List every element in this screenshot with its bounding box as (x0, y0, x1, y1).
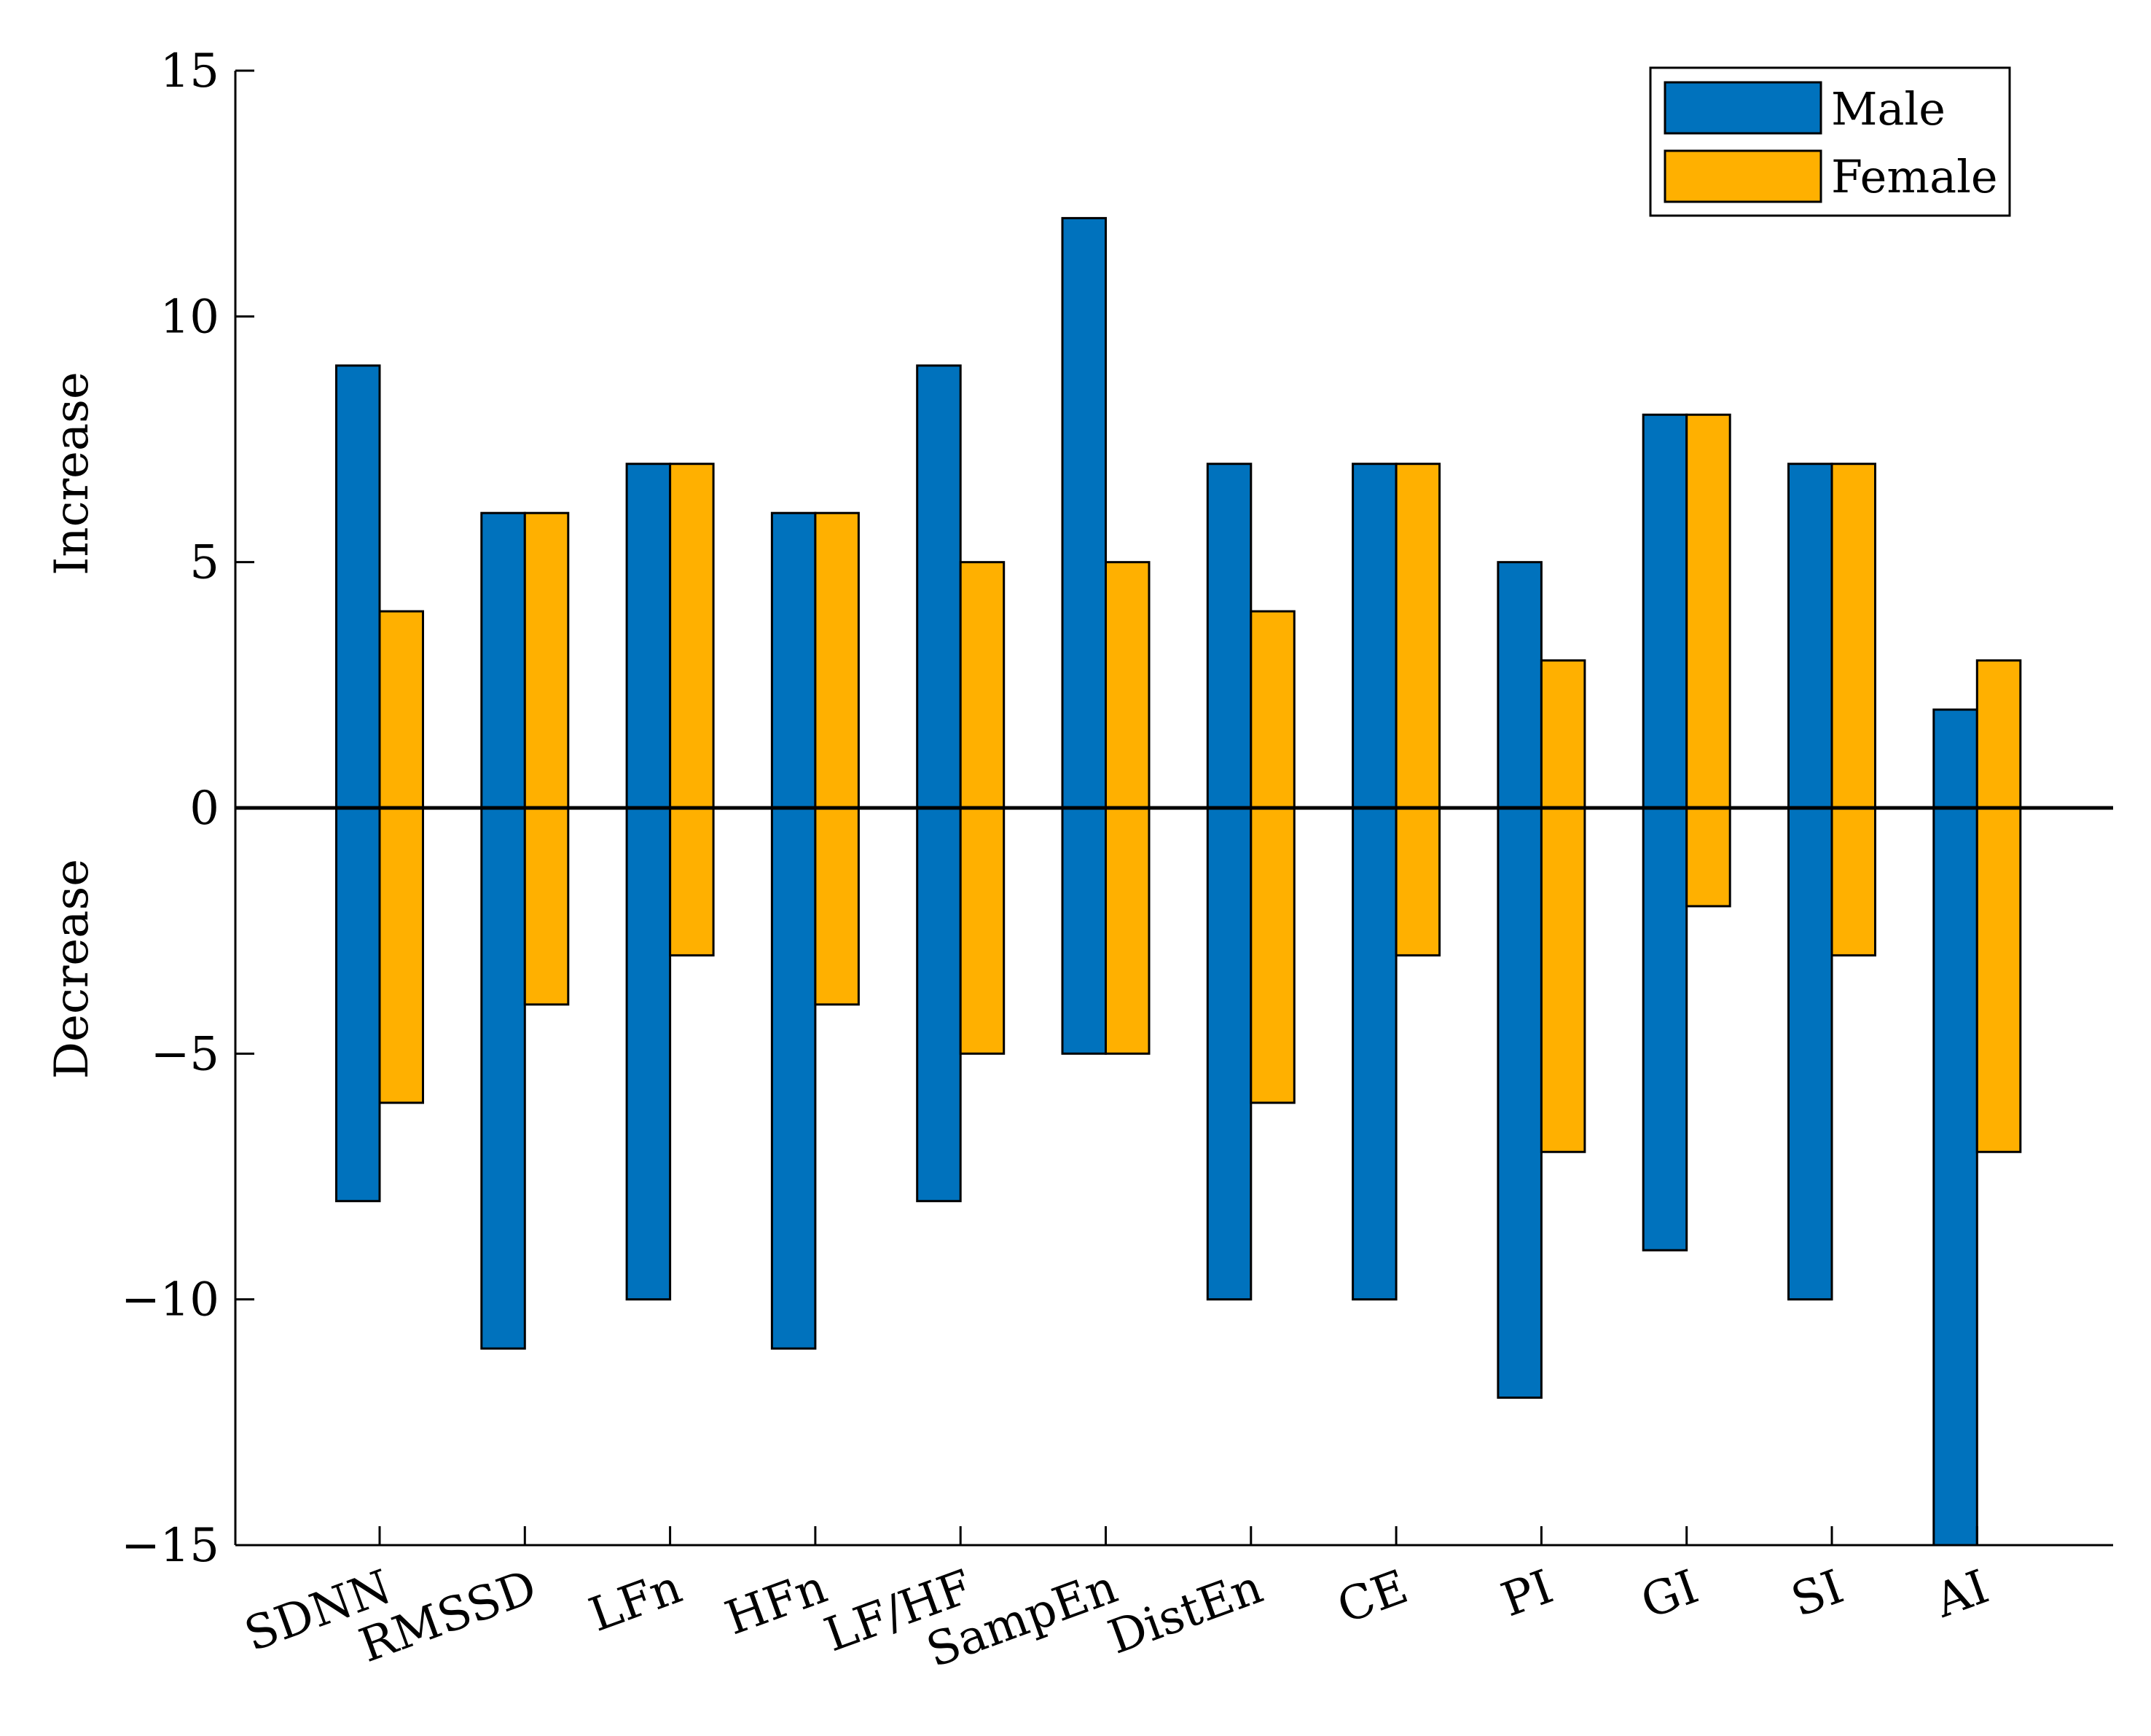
bar-male-disten (1206, 463, 1253, 1301)
y-tick-label: 0 (189, 782, 219, 836)
x-tick-label: PI (1494, 1560, 1560, 1627)
bar-female-pi (1540, 659, 1586, 1153)
bar-female-lfn (669, 463, 715, 957)
x-tick-label: HFn (718, 1560, 834, 1646)
bar-female-disten (1250, 610, 1296, 1104)
bar-male-ai (1932, 708, 1978, 1547)
bar-male-lfn (625, 463, 672, 1301)
y-tick-label: 10 (160, 290, 219, 344)
bar-female-si (1830, 463, 1876, 957)
bars-layer (335, 216, 2022, 1547)
bar-male-si (1787, 463, 1833, 1301)
bar-male-hfn (770, 511, 817, 1350)
y-tick-label: −10 (121, 1273, 219, 1327)
y-tick-label: −15 (121, 1519, 219, 1573)
x-tick-label: GI (1634, 1560, 1705, 1630)
y-tick-label: 5 (189, 536, 219, 590)
bar-male-ce (1352, 463, 1398, 1301)
bar-female-gi (1685, 413, 1731, 908)
x-tick-label: DistEn (1102, 1560, 1269, 1665)
legend-swatch-female (1664, 149, 1822, 203)
x-tick-label: AI (1927, 1560, 1995, 1628)
x-tick-label: CE (1331, 1560, 1414, 1634)
x-tick-label: LFn (582, 1560, 689, 1642)
ylabel-decrease: Decrease (45, 859, 99, 1079)
x-tick-label: SI (1784, 1560, 1850, 1627)
legend: Male Female (1649, 66, 2011, 217)
bar-male-rmssd (480, 511, 526, 1350)
bar-male-lfhf (916, 364, 962, 1203)
bar-female-ai (1975, 659, 2022, 1153)
bar-female-hfn (814, 511, 860, 1006)
bar-male-gi (1642, 413, 1688, 1252)
y-tick-label: −5 (151, 1027, 219, 1081)
bar-male-pi (1497, 561, 1543, 1399)
legend-label-female: Female (1831, 150, 1998, 203)
bar-female-sdnn (378, 610, 424, 1104)
bar-female-ce (1395, 463, 1441, 957)
bar-male-sampen (1061, 216, 1107, 1055)
bar-female-rmssd (523, 511, 570, 1006)
bar-male-sdnn (335, 364, 381, 1203)
y-tick-label: 15 (160, 44, 219, 98)
y-ticks: −15 −10 −5 0 5 10 15 (121, 44, 254, 1573)
legend-label-male: Male (1831, 82, 1946, 135)
ylabel-increase: Increase (45, 372, 99, 576)
legend-swatch-male (1664, 81, 1822, 135)
